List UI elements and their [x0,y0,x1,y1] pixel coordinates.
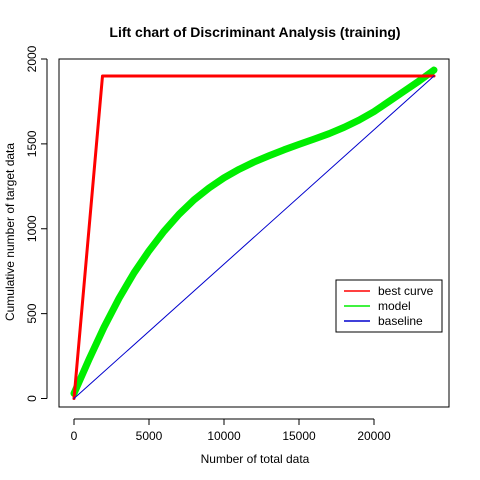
y-axis-label: Cumulative number of target data [3,143,17,321]
plot-frame [58,58,450,408]
series-line-best-curve [72,74,436,401]
y-tick-label: 1000 [25,215,39,242]
x-tick-label: 15000 [282,429,316,443]
chart-title: Lift chart of Discriminant Analysis (tra… [109,24,400,40]
y-tick-label: 500 [25,303,39,323]
y-tick-label: 2000 [25,45,39,72]
legend-label: best curve [378,284,434,298]
legend-label: baseline [378,314,423,328]
x-tick-label: 20000 [357,429,391,443]
x-axis-label: Number of total data [201,452,310,466]
x-tick-label: 5000 [136,429,163,443]
x-tick-label: 0 [71,429,78,443]
series-line-model [70,66,438,397]
x-tick-label: 10000 [207,429,241,443]
x-axis: 0 5000 10000 15000 20000 [71,418,391,443]
series-line-baseline [73,75,435,400]
legend-label: model [378,299,411,313]
series-layer [70,66,438,401]
y-axis: 0 500 1000 1500 2000 [25,45,48,402]
y-tick-label: 0 [25,395,39,402]
y-tick-label: 1500 [25,130,39,157]
